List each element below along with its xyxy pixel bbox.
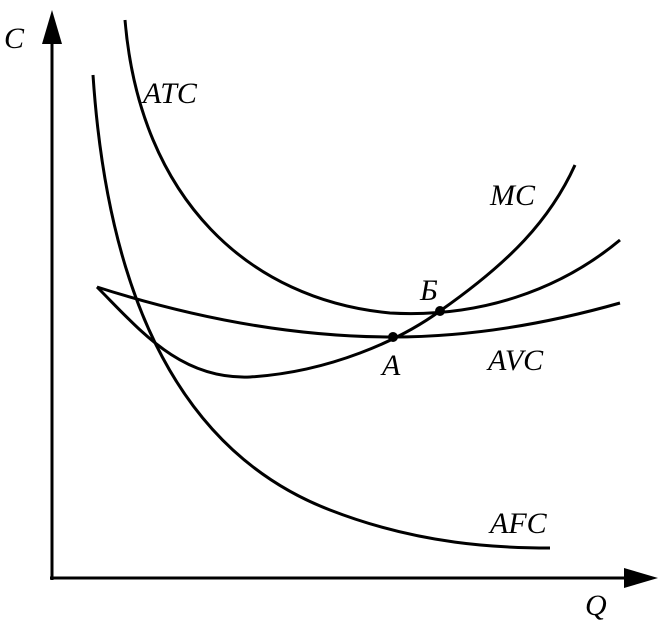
mc-label: MC xyxy=(489,179,536,212)
point-b xyxy=(435,306,445,316)
x-axis-arrow xyxy=(624,568,658,588)
y-axis-arrow xyxy=(42,10,62,44)
afc-label: AFC xyxy=(488,507,548,540)
afc-curve xyxy=(91,74,551,550)
atc-label: ATC xyxy=(141,77,198,110)
atc-curve xyxy=(123,19,621,316)
avc-label: AVC xyxy=(486,344,544,377)
mc-curve xyxy=(95,164,577,379)
y-axis-label: C xyxy=(4,22,25,55)
avc-curve xyxy=(96,285,621,339)
point-b-label: Б xyxy=(419,274,438,307)
point-a xyxy=(388,332,398,342)
point-a-label: А xyxy=(380,349,401,382)
x-axis-label: Q xyxy=(585,589,607,622)
